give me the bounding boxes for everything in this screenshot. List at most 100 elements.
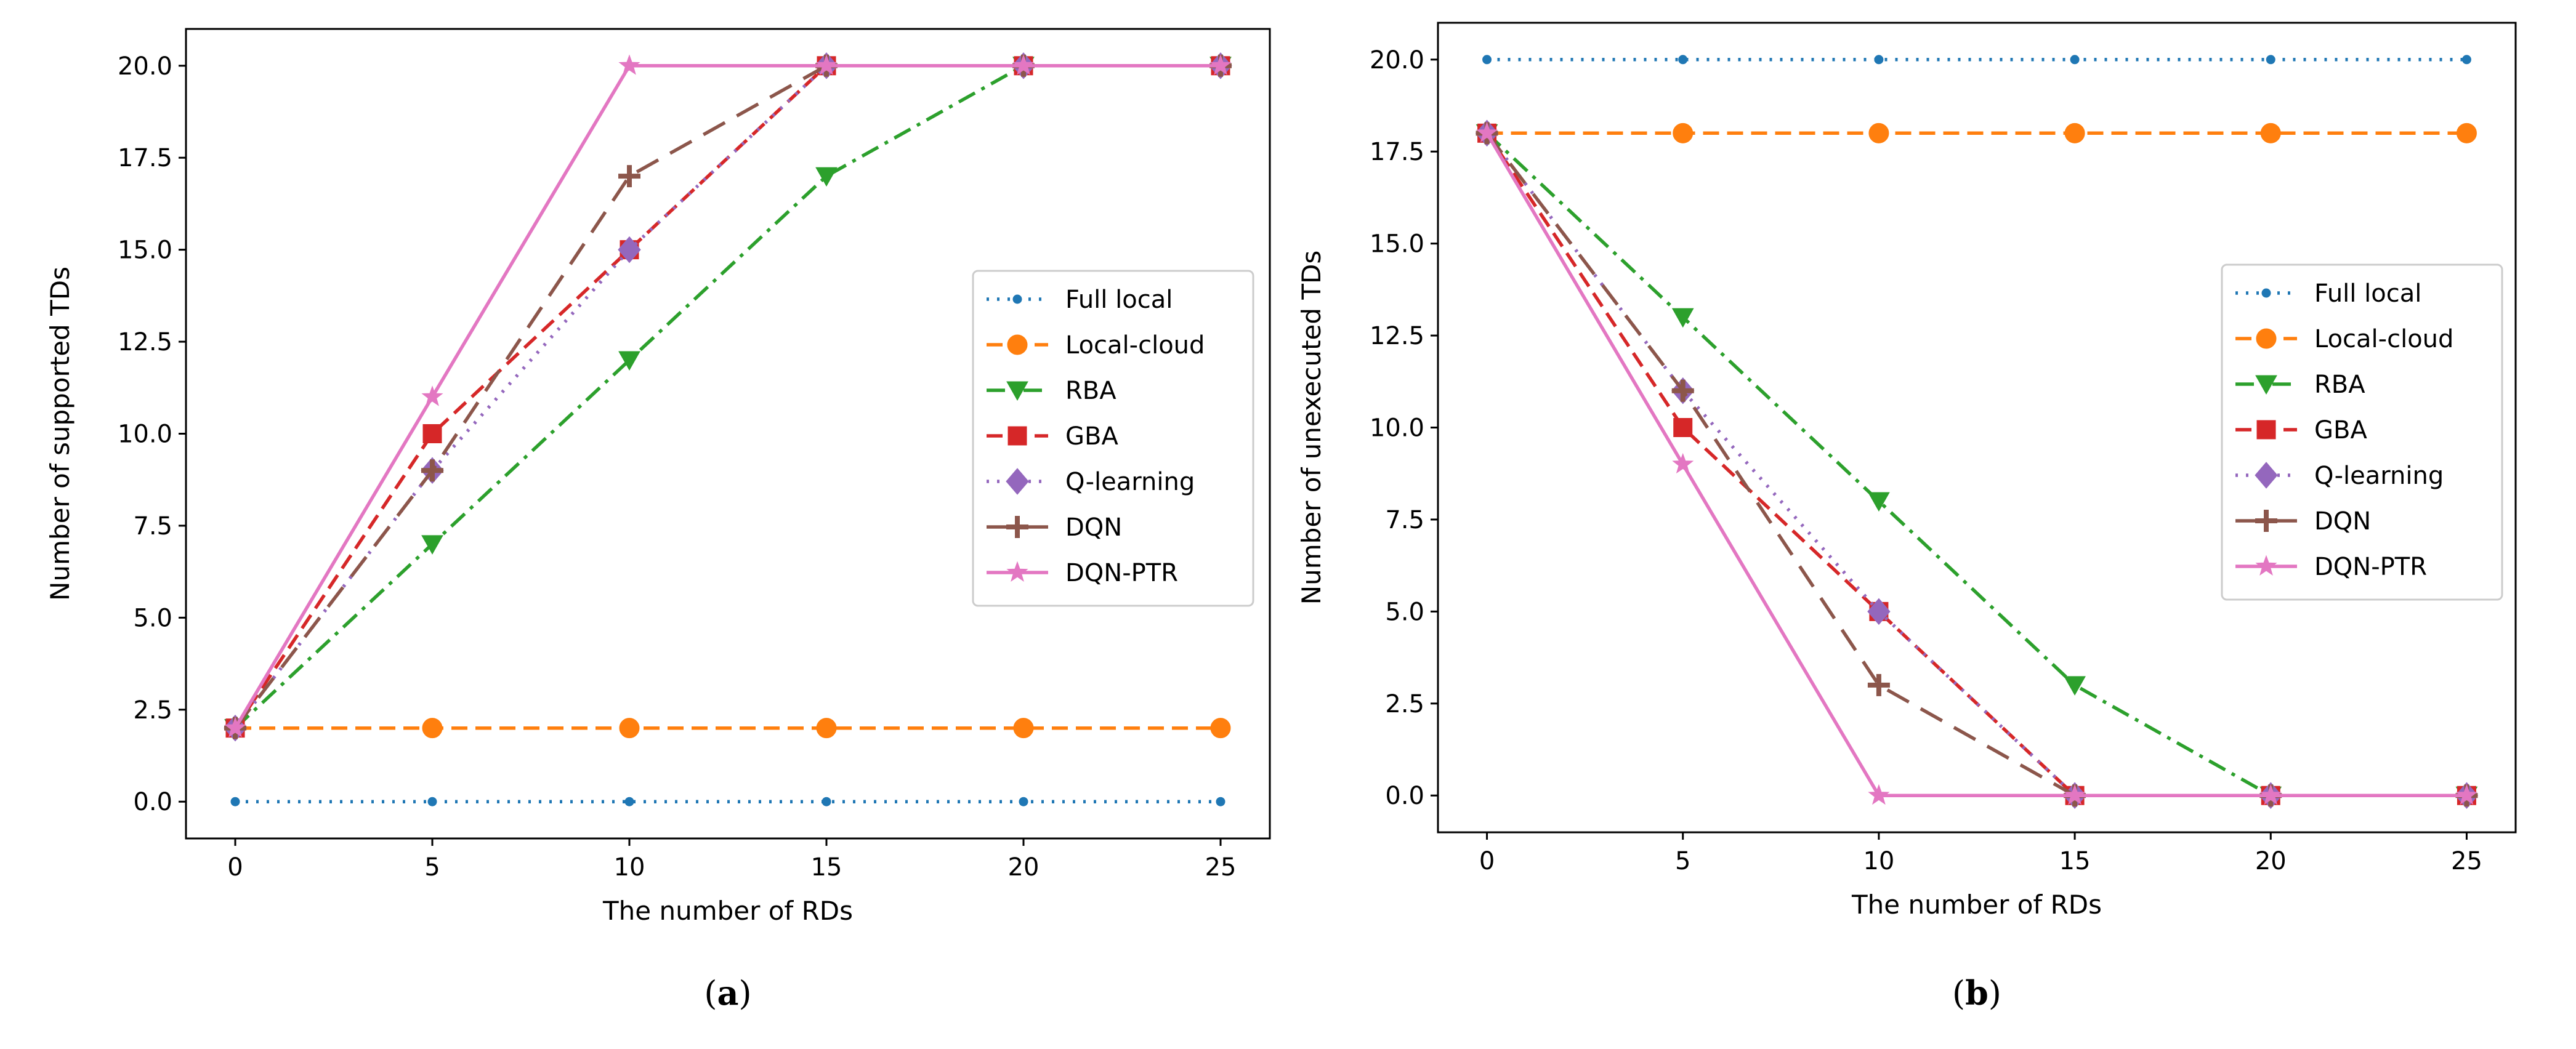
- data-point: [822, 797, 831, 806]
- legend: Full local Local-cloud RBA GBA Q-learning DQN…: [972, 270, 1254, 607]
- panel-caption: (a): [704, 973, 751, 1013]
- data-point: [1673, 418, 1693, 437]
- data-point: [1012, 54, 1035, 75]
- y-tick-label: 15.0: [1370, 230, 1424, 259]
- data-point: [1209, 54, 1232, 75]
- data-point: [224, 717, 246, 738]
- legend-label: DQN-PTR: [2314, 553, 2427, 581]
- data-point: [1013, 718, 1034, 739]
- y-tick-label: 7.5: [133, 512, 172, 541]
- data-point: [2259, 784, 2282, 805]
- data-point: [1678, 55, 1688, 65]
- data-point: [1673, 123, 1694, 143]
- y-tick-label: 17.5: [1370, 138, 1424, 166]
- data-point: [1868, 492, 1890, 512]
- legend-label: Local-cloud: [2314, 325, 2453, 353]
- y-tick-label: 20.0: [118, 52, 172, 81]
- legend-label: Q-learning: [2314, 462, 2444, 490]
- legend-marker: [1006, 561, 1028, 582]
- legend-marker: [1006, 516, 1028, 538]
- x-tick-label: 0: [227, 853, 243, 882]
- x-tick-label: 15: [2059, 847, 2091, 875]
- data-point: [815, 54, 838, 75]
- data-point: [1867, 598, 1891, 625]
- y-tick-label: 10.0: [1370, 414, 1424, 443]
- legend-label: Local-cloud: [1065, 331, 1205, 360]
- legend-marker: [1006, 468, 1029, 495]
- data-point: [1210, 718, 1231, 739]
- y-tick-label: 5.0: [1385, 598, 1424, 626]
- data-point: [2260, 123, 2281, 143]
- data-point: [2064, 784, 2086, 805]
- legend-marker: [2255, 555, 2277, 576]
- legend-marker: [2256, 420, 2276, 440]
- data-point: [1482, 55, 1492, 65]
- data-point: [624, 797, 634, 806]
- legend-label: Q-learning: [1065, 468, 1195, 496]
- series-line: [233, 64, 1221, 729]
- legend-marker: [1007, 426, 1027, 446]
- x-tick-label: 0: [1479, 847, 1495, 875]
- y-tick-label: 2.5: [1385, 690, 1424, 718]
- y-tick-label: 20.0: [1370, 46, 1424, 74]
- legend-marker: [2256, 328, 2277, 349]
- data-point: [422, 424, 442, 443]
- y-axis-label: Number of unexecuted TDs: [1296, 251, 1326, 605]
- data-point: [1671, 379, 1694, 402]
- x-tick-label: 15: [811, 853, 842, 882]
- x-tick-label: 10: [1863, 847, 1894, 875]
- data-point: [2064, 676, 2086, 696]
- data-point: [618, 165, 640, 188]
- y-tick-label: 12.5: [118, 328, 172, 356]
- data-point: [2064, 123, 2085, 143]
- data-point: [618, 54, 640, 75]
- x-tick-label: 25: [2451, 847, 2482, 875]
- x-tick-label: 5: [424, 853, 440, 882]
- data-point: [815, 167, 838, 187]
- y-tick-label: 10.0: [118, 420, 172, 449]
- x-axis-label: The number of RDs: [1851, 890, 2102, 920]
- legend-marker: [2255, 375, 2277, 395]
- data-point: [2266, 55, 2275, 65]
- series-line: [1485, 132, 2467, 797]
- x-tick-label: 20: [2255, 847, 2287, 875]
- series-dqn-ptr: [1476, 121, 2477, 805]
- y-axis-label: Number of supported TDs: [45, 267, 75, 601]
- data-point: [618, 236, 641, 263]
- data-point: [422, 718, 443, 739]
- y-tick-label: 15.0: [118, 236, 172, 265]
- legend-marker: [1006, 381, 1028, 401]
- legend-marker: [2255, 462, 2278, 489]
- series-full-local: [230, 797, 1225, 806]
- x-axis-label: The number of RDs: [602, 896, 853, 926]
- series-dqn-ptr: [224, 54, 1232, 738]
- data-point: [2456, 123, 2477, 143]
- legend-marker: [2261, 288, 2271, 298]
- data-point: [2070, 55, 2080, 65]
- legend-marker: [1007, 334, 1028, 355]
- series-line: [233, 64, 1221, 729]
- data-point: [1868, 784, 1890, 805]
- data-point: [1874, 55, 1884, 65]
- data-point: [1476, 121, 1498, 143]
- data-point: [2455, 784, 2477, 805]
- legend-box: [2221, 263, 2503, 601]
- series-line: [233, 64, 1221, 729]
- data-point: [421, 535, 443, 555]
- legend-label: DQN: [1065, 513, 1122, 542]
- legend-label: RBA: [2314, 371, 2365, 399]
- data-point: [619, 718, 640, 739]
- data-point: [421, 385, 443, 406]
- data-point: [816, 718, 837, 739]
- legend-label: GBA: [2314, 416, 2367, 444]
- legend-marker: [1012, 294, 1022, 304]
- x-tick-label: 10: [614, 853, 645, 882]
- legend: Full local Local-cloud RBA GBA Q-learning DQN…: [2221, 263, 2503, 601]
- series-full-local: [1482, 55, 2471, 65]
- data-point: [618, 351, 640, 371]
- data-point: [427, 797, 437, 806]
- x-tick-label: 5: [1675, 847, 1690, 875]
- y-tick-label: 2.5: [133, 696, 172, 725]
- data-point: [1671, 308, 1694, 328]
